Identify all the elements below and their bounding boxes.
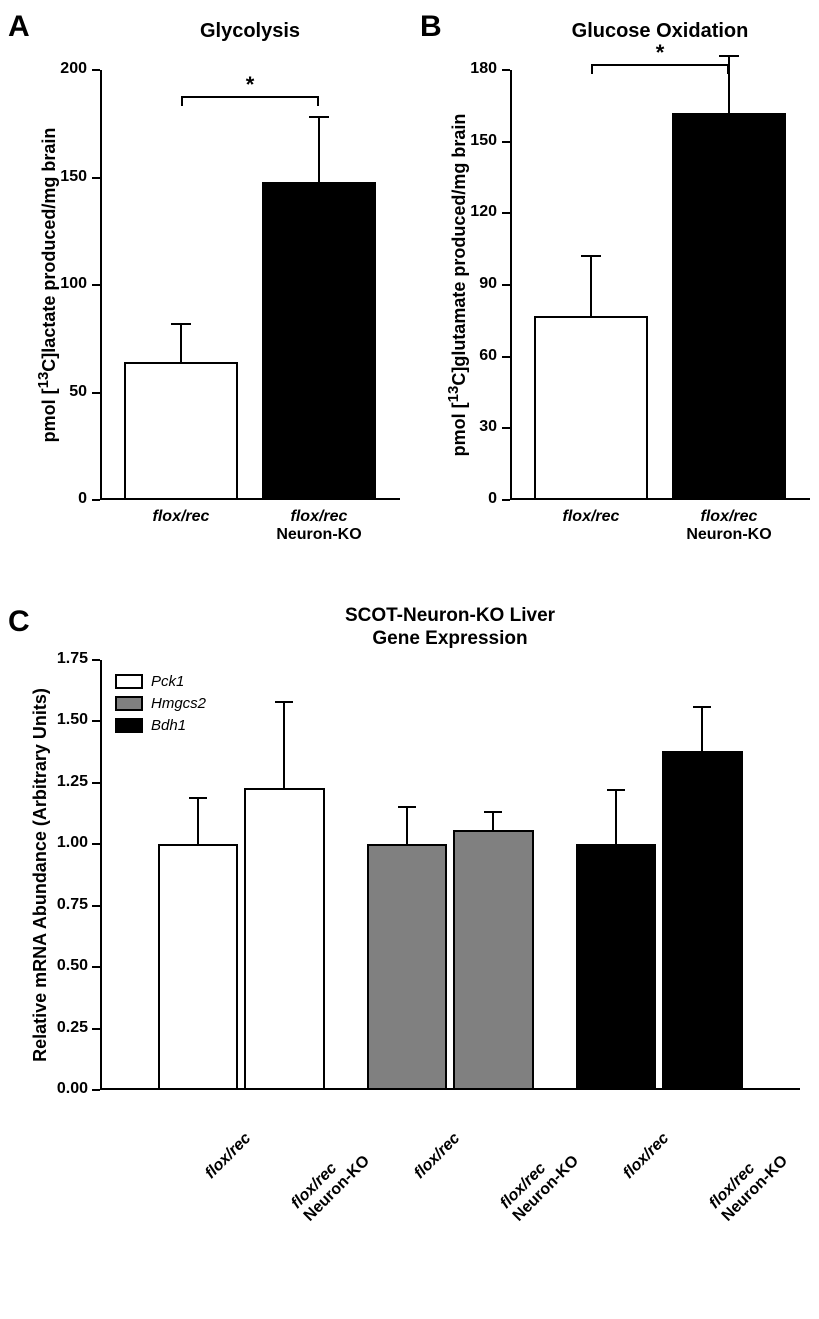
y-tick <box>92 659 100 661</box>
sig-bracket <box>181 96 183 106</box>
sig-bracket <box>727 64 729 74</box>
y-tick <box>92 177 100 179</box>
bar <box>534 316 648 500</box>
error-cap <box>693 706 711 708</box>
y-tick <box>502 499 510 501</box>
legend-label: Pck1 <box>151 673 184 690</box>
x-tick-label: flox/rec <box>111 508 251 526</box>
error-bar <box>283 702 285 788</box>
y-tick <box>92 1089 100 1091</box>
error-cap <box>275 701 293 703</box>
error-cap <box>581 255 601 257</box>
x-tick-label: flox/recNeuron-KO <box>659 508 799 544</box>
panel-label: B <box>420 10 442 44</box>
error-bar <box>197 798 199 845</box>
y-tick <box>92 499 100 501</box>
y-tick <box>92 720 100 722</box>
bar <box>672 113 786 500</box>
error-bar <box>615 790 617 844</box>
bar <box>576 844 657 1090</box>
sig-star: * <box>650 40 670 66</box>
x-tick-label: flox/recNeuron-KO <box>497 1094 629 1226</box>
y-tick <box>502 212 510 214</box>
bar <box>158 844 239 1090</box>
error-cap <box>309 116 329 118</box>
x-tick-label: flox/recNeuron-KO <box>706 1094 819 1226</box>
y-tick <box>502 427 510 429</box>
y-axis-label: Relative mRNA Abundance (Arbitrary Units… <box>30 660 51 1090</box>
error-cap <box>171 323 191 325</box>
y-tick <box>502 284 510 286</box>
error-bar <box>590 256 592 316</box>
legend-label: Hmgcs2 <box>151 695 206 712</box>
legend-item: Hmgcs2 <box>115 692 206 714</box>
y-tick <box>92 905 100 907</box>
legend-item: Bdh1 <box>115 714 206 736</box>
chart-title: SCOT-Neuron-KO LiverGene Expression <box>100 605 800 651</box>
error-bar <box>180 324 182 363</box>
bar <box>124 362 238 500</box>
figure-root: AGlycolysis050100150200pmol [13C]lactate… <box>0 0 819 1319</box>
y-tick <box>502 141 510 143</box>
error-cap <box>189 797 207 799</box>
y-tick <box>502 69 510 71</box>
x-tick-label: flox/rec <box>521 508 661 526</box>
legend: Pck1 Hmgcs2 Bdh1 <box>115 670 206 736</box>
error-cap <box>607 789 625 791</box>
y-tick <box>502 356 510 358</box>
y-tick <box>92 966 100 968</box>
panel-label: A <box>8 10 30 44</box>
error-cap <box>484 811 502 813</box>
error-cap <box>719 55 739 57</box>
legend-swatch <box>115 718 143 733</box>
panel-label: C <box>8 605 30 639</box>
bar <box>662 751 743 1090</box>
y-tick <box>92 284 100 286</box>
y-axis-label: pmol [13C]lactate produced/mg brain <box>35 70 60 500</box>
bar <box>262 182 376 500</box>
bar <box>244 788 325 1090</box>
sig-bracket <box>317 96 319 106</box>
bar <box>453 830 534 1090</box>
error-bar <box>492 812 494 829</box>
x-tick-label: flox/recNeuron-KO <box>249 508 389 544</box>
error-bar <box>318 117 320 182</box>
y-tick <box>92 843 100 845</box>
y-axis-label: pmol [13C]glutamate produced/mg brain <box>445 70 470 500</box>
y-tick <box>92 69 100 71</box>
legend-label: Bdh1 <box>151 717 186 734</box>
y-tick <box>92 782 100 784</box>
sig-star: * <box>240 72 260 98</box>
legend-swatch <box>115 696 143 711</box>
y-tick <box>92 1028 100 1030</box>
x-tick-label: flox/recNeuron-KO <box>288 1094 420 1226</box>
error-bar <box>701 707 703 751</box>
legend-swatch <box>115 674 143 689</box>
sig-bracket <box>591 64 593 74</box>
error-cap <box>398 806 416 808</box>
bar <box>367 844 448 1090</box>
error-bar <box>406 807 408 844</box>
chart-title: Glycolysis <box>100 20 400 43</box>
y-tick <box>92 392 100 394</box>
legend-item: Pck1 <box>115 670 206 692</box>
